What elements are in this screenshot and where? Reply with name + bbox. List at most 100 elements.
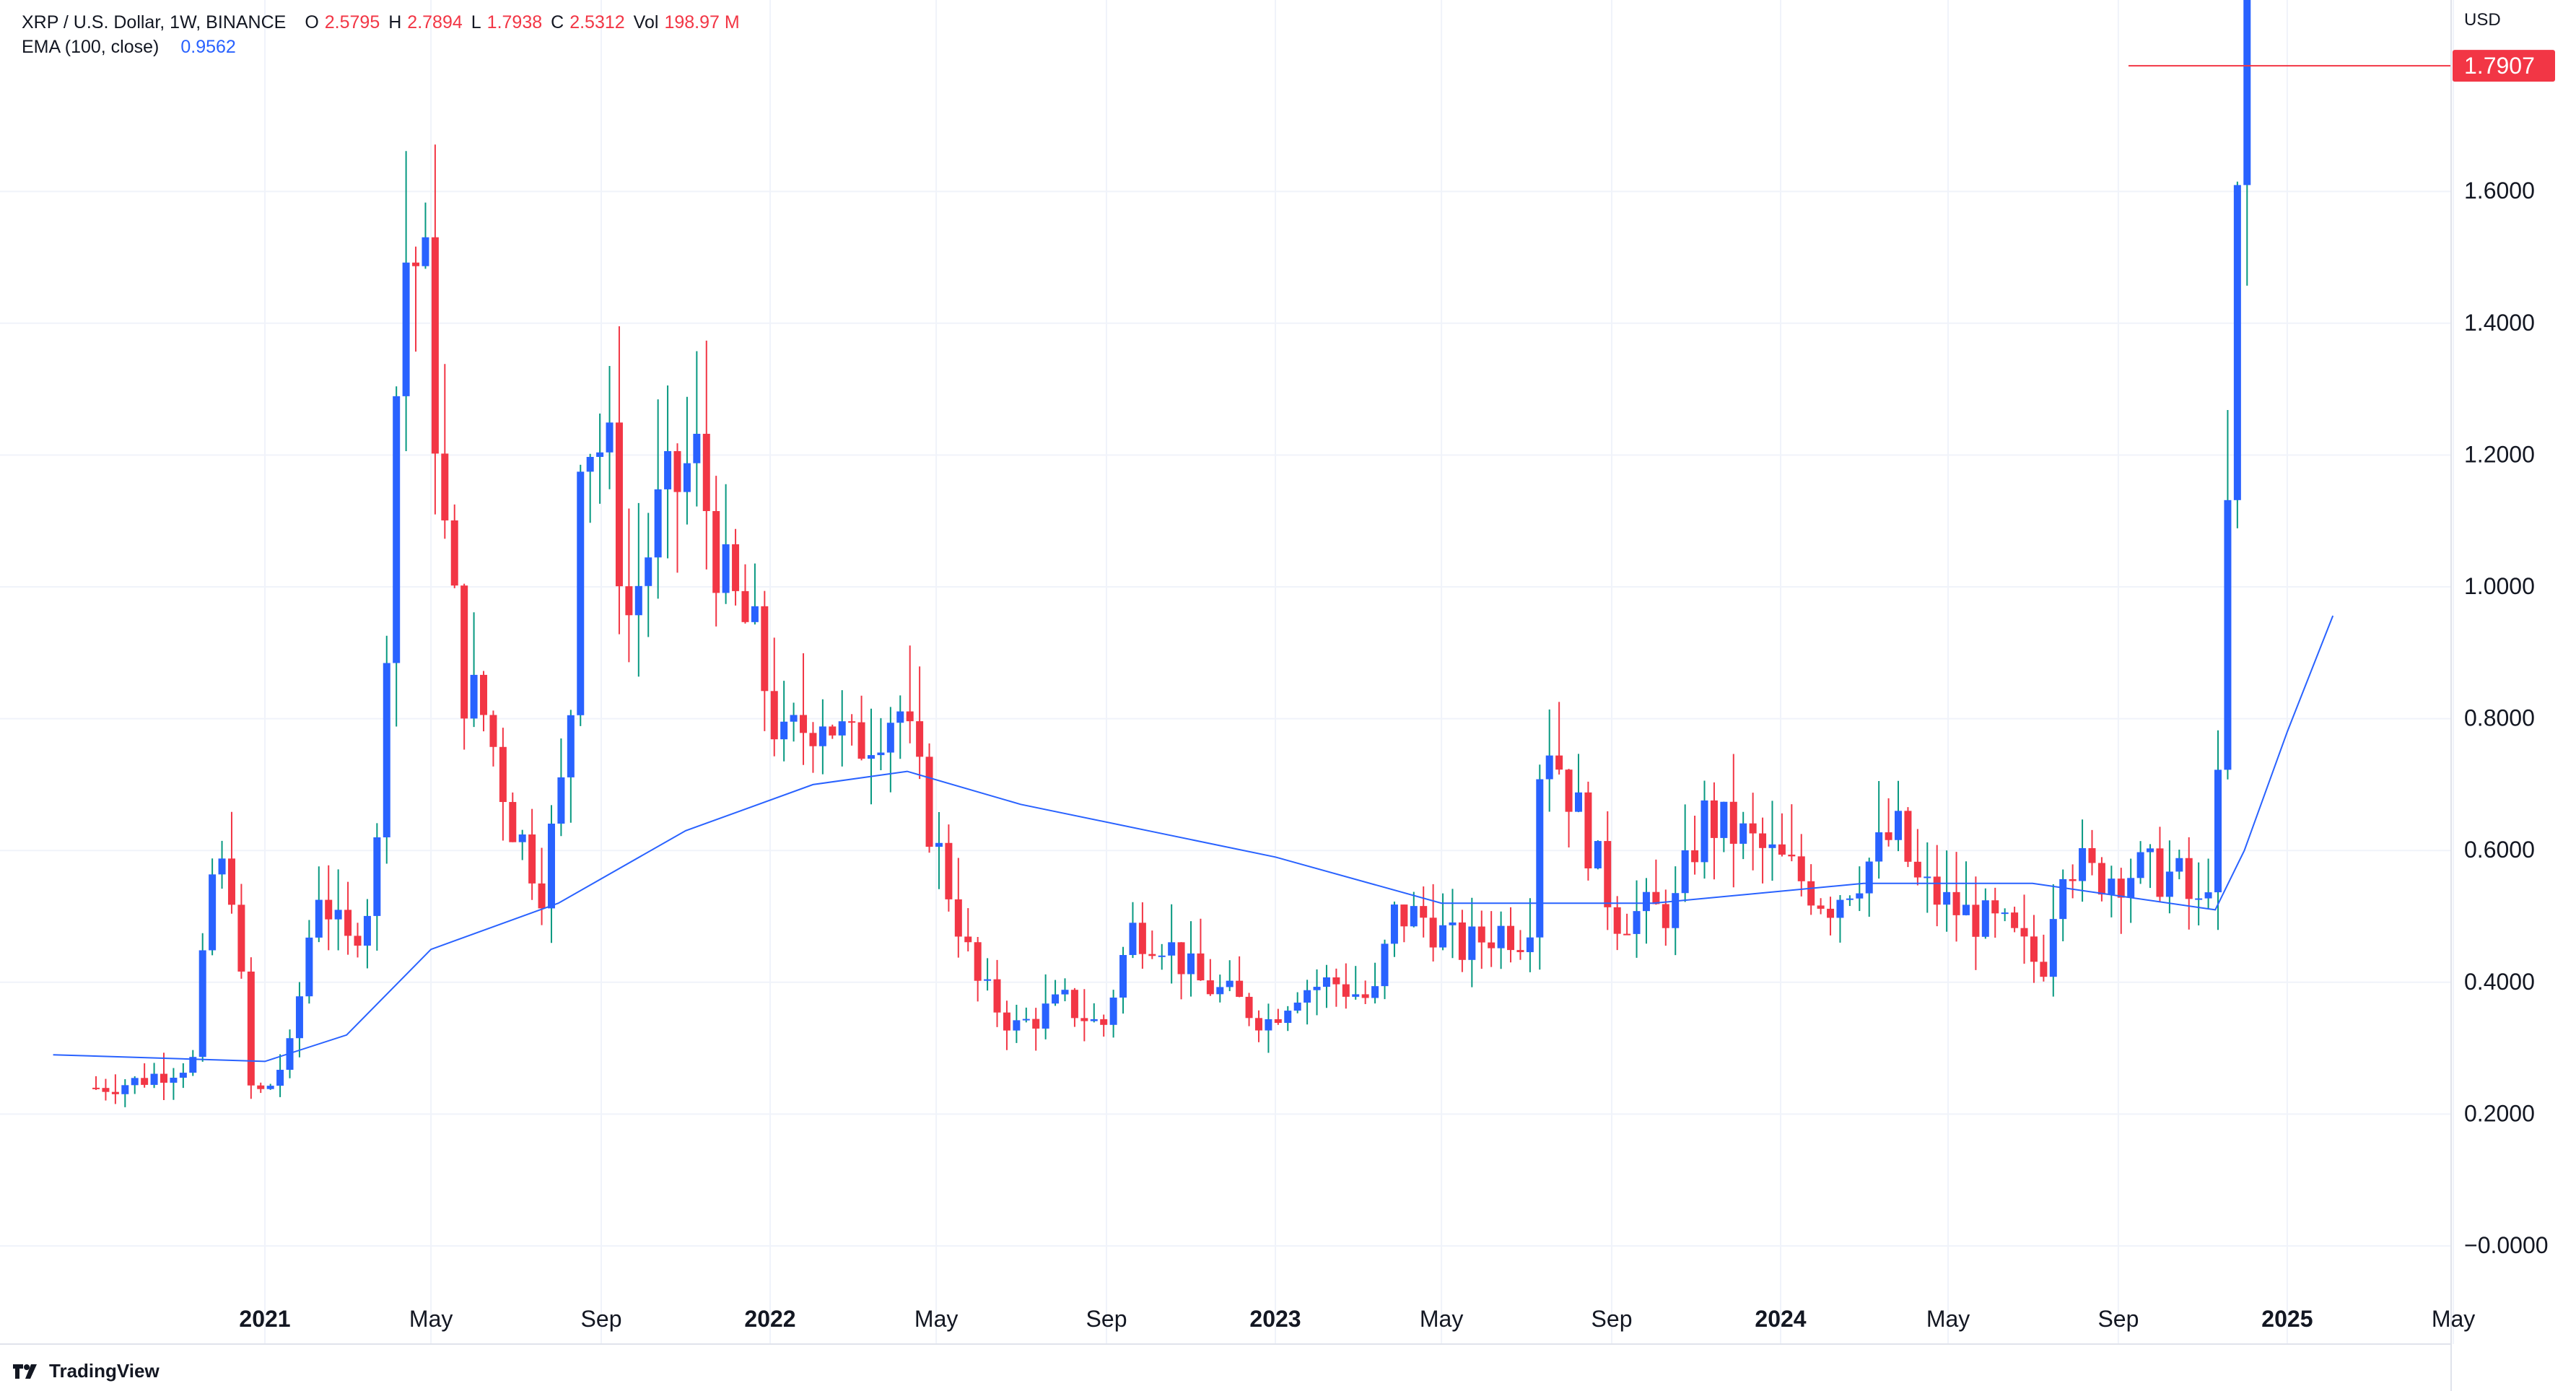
time-tick-label: Sep xyxy=(2097,1306,2139,1332)
price-axis[interactable]: 3.60003.20003.00002.80002.60002.40002.20… xyxy=(2464,0,2549,1258)
candle-body xyxy=(1381,943,1389,987)
candle-body xyxy=(1439,925,1447,948)
candle-body xyxy=(2156,848,2164,897)
candle-body xyxy=(1187,953,1195,974)
time-tick-label: 2025 xyxy=(2261,1306,2313,1332)
candle-body xyxy=(702,433,710,512)
price-tick-label: 0.8000 xyxy=(2464,705,2535,731)
candle-body xyxy=(1613,907,1621,934)
candle-body xyxy=(1604,841,1612,907)
candle-body xyxy=(179,1073,187,1078)
volume-label: Vol xyxy=(633,12,659,32)
candle-body xyxy=(1119,955,1127,998)
candle-body xyxy=(1090,1019,1098,1021)
candle-body xyxy=(964,936,972,943)
time-axis[interactable]: 2021 May Sep 2022 May Sep 2023 May Sep 2024 May Sep… xyxy=(239,1306,2475,1332)
candle-body xyxy=(1488,942,1496,949)
candle-body xyxy=(1129,923,1137,956)
time-tick-label: 2023 xyxy=(1249,1306,1301,1332)
candle-body xyxy=(237,904,245,972)
candle-body xyxy=(916,721,924,757)
candle-body xyxy=(1594,841,1602,868)
candle-body xyxy=(2204,892,2212,899)
candle-body xyxy=(227,858,235,905)
candle-body xyxy=(480,674,488,715)
candle-body xyxy=(1574,792,1582,812)
candle-body xyxy=(1739,823,1747,844)
candle-body xyxy=(606,422,614,453)
candle-body xyxy=(1536,779,1544,938)
candle-body xyxy=(363,915,371,946)
candle-body xyxy=(1516,950,1524,953)
symbol-row: XRP / U.S. Dollar, 1W, BINANCE O 2.5795 H… xyxy=(22,10,743,35)
candle-body xyxy=(518,834,526,842)
candle-body xyxy=(1913,861,1921,878)
candle-body xyxy=(2165,871,2173,897)
candle-body xyxy=(1304,990,1311,1003)
time-tick-label: Sep xyxy=(1592,1306,1633,1332)
candle-body xyxy=(2185,858,2193,899)
candle-body xyxy=(984,979,992,981)
candle-body xyxy=(732,544,740,591)
candle-body xyxy=(1109,997,1117,1025)
candle-body xyxy=(1420,906,1428,918)
indicator-title[interactable]: EMA (100, close) xyxy=(22,37,160,57)
candle-body xyxy=(770,691,778,740)
candle-body xyxy=(1245,996,1253,1019)
open-value: 2.5795 xyxy=(324,12,380,32)
volume-value: 198.97 M xyxy=(664,12,740,32)
candle-body xyxy=(1943,891,1951,905)
candle-body xyxy=(1759,833,1767,848)
candle-body xyxy=(1352,994,1360,997)
grid xyxy=(0,0,2455,1344)
candle-body xyxy=(1390,904,1398,944)
candle-body xyxy=(1477,926,1485,943)
candle-body xyxy=(857,722,865,759)
time-tick-label: 2021 xyxy=(239,1306,290,1332)
candle-body xyxy=(2011,912,2019,928)
candle-body xyxy=(1274,1019,1282,1024)
candle-body xyxy=(577,471,585,715)
candle-body xyxy=(1788,854,1796,857)
candle-body xyxy=(2108,878,2116,895)
candle-body xyxy=(1962,904,1970,915)
candle-body xyxy=(1565,769,1573,812)
candle-body xyxy=(1061,990,1069,995)
currency-label[interactable]: USD xyxy=(2464,10,2501,30)
candle-body xyxy=(2233,185,2241,500)
candle-body xyxy=(2020,928,2028,937)
tradingview-logo[interactable]: TradingView xyxy=(10,1360,160,1382)
indicator-row: EMA (100, close) 0.9562 xyxy=(22,35,743,59)
candle-body xyxy=(111,1091,119,1094)
candle-body xyxy=(102,1088,110,1092)
candle-body xyxy=(1332,977,1340,985)
candle-body xyxy=(1400,904,1408,927)
low-value: 1.7938 xyxy=(486,12,543,32)
candle-body xyxy=(2117,878,2125,898)
candle-body xyxy=(266,1086,274,1089)
candle-body xyxy=(712,511,720,593)
candle-body xyxy=(422,237,429,266)
candle-body xyxy=(160,1073,168,1083)
candle-body xyxy=(1972,904,1980,937)
candle-body xyxy=(393,396,401,663)
candle-body xyxy=(470,674,478,719)
candle-body xyxy=(1497,925,1505,949)
candle-body xyxy=(751,606,759,622)
candle-body xyxy=(1642,891,1650,912)
candle-body xyxy=(1526,937,1534,953)
candle-body xyxy=(528,834,536,884)
candle-body xyxy=(829,726,837,736)
candle-body xyxy=(402,262,410,396)
candle-body xyxy=(974,942,982,981)
candle-body xyxy=(1284,1011,1292,1024)
candle-body xyxy=(2097,863,2105,895)
time-tick-label: May xyxy=(1420,1306,1463,1332)
time-tick-label: Sep xyxy=(1086,1306,1127,1332)
candle-body xyxy=(1236,980,1244,997)
symbol-title[interactable]: XRP / U.S. Dollar, 1W, BINANCE xyxy=(22,12,287,32)
candle-body xyxy=(1148,954,1156,956)
high-value: 2.7894 xyxy=(407,12,463,32)
candle-body xyxy=(1729,801,1737,844)
